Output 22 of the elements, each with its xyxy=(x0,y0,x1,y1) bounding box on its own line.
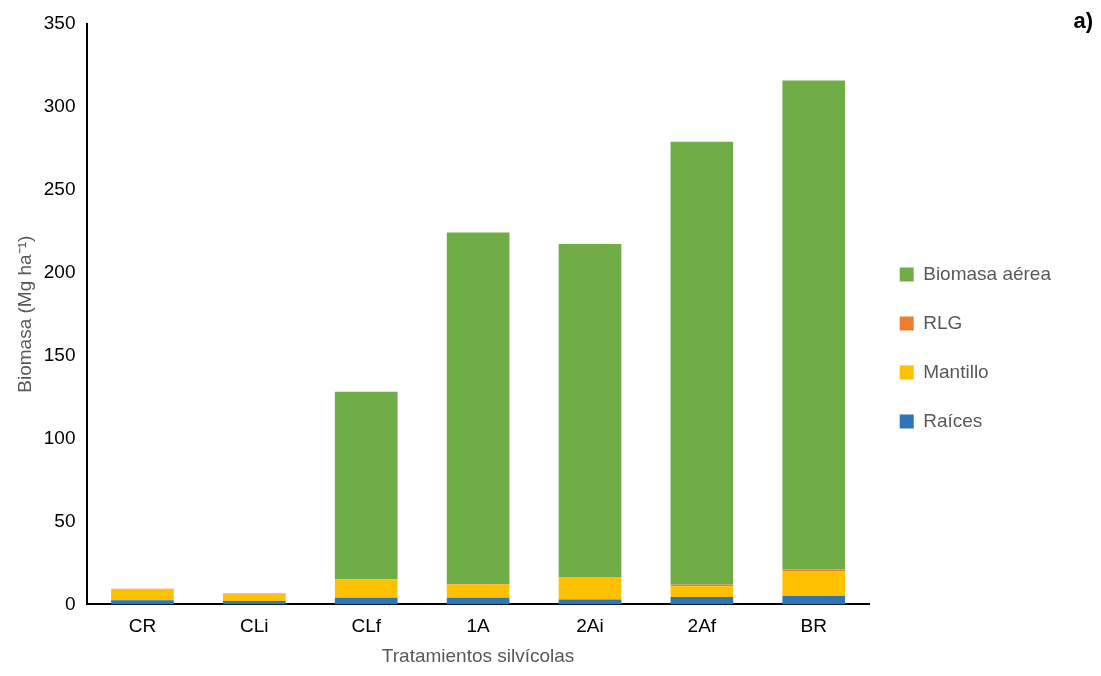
y-tick-label: 350 xyxy=(43,12,76,34)
y-axis-title: Biomasa (Mg ha⁻¹) xyxy=(13,235,35,393)
y-tick-label: 0 xyxy=(64,592,76,614)
x-tick-label: BR xyxy=(800,615,827,637)
y-tick-label: 50 xyxy=(54,509,76,531)
x-tick-label: CLi xyxy=(240,615,269,637)
x-tick-label: 2Af xyxy=(687,615,717,637)
y-tick-label: 100 xyxy=(43,426,76,448)
x-tick-label: 1A xyxy=(466,615,491,637)
y-tick-label: 250 xyxy=(43,178,76,200)
legend-label: Raíces xyxy=(923,409,983,431)
y-tick-label: 150 xyxy=(43,343,76,365)
legend-label: Mantillo xyxy=(923,360,989,382)
x-tick-label: CLf xyxy=(351,615,382,637)
text: a) xyxy=(1073,8,1093,34)
y-tick-label: 300 xyxy=(43,95,76,117)
x-tick-label: CR xyxy=(128,615,157,637)
legend-label: Biomasa aérea xyxy=(923,262,1052,284)
x-axis-title: Tratamientos silvícolas xyxy=(381,644,575,666)
y-tick-label: 200 xyxy=(43,260,76,282)
legend-label: RLG xyxy=(923,311,963,333)
x-tick-label: 2Ai xyxy=(576,615,604,637)
